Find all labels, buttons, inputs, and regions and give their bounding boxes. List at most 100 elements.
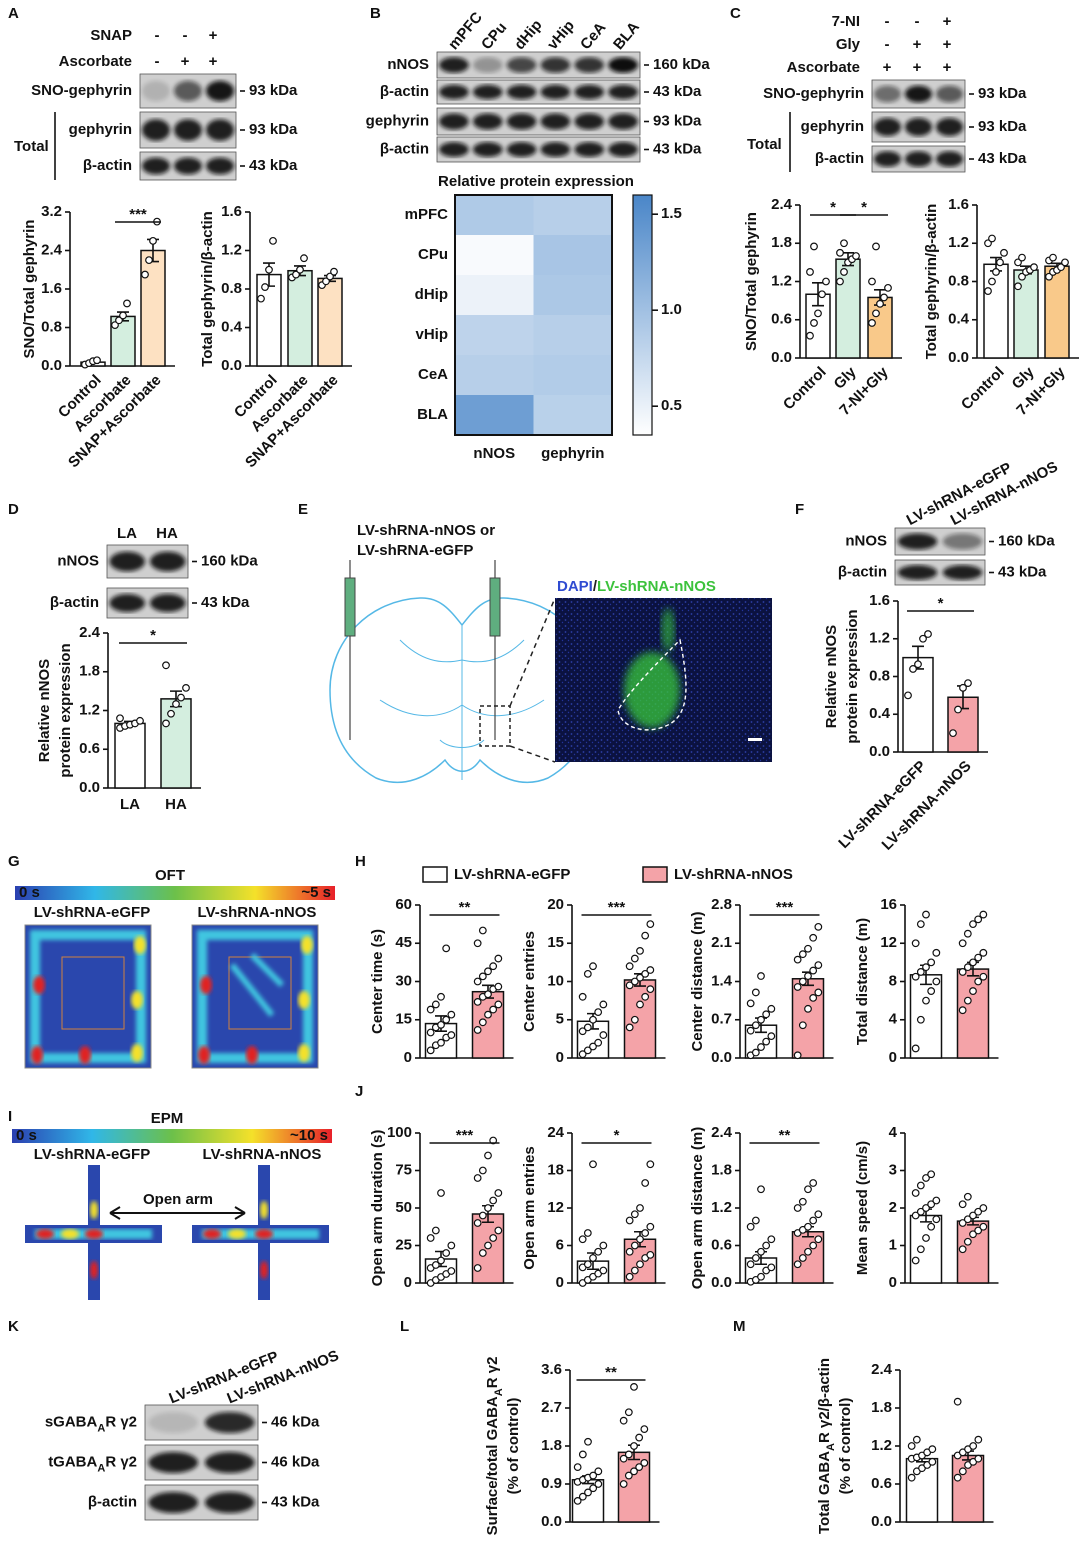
- blot-label-part: A: [97, 1422, 105, 1434]
- data-point: [630, 1241, 639, 1250]
- data-point: [911, 972, 920, 981]
- data-point: [963, 1237, 972, 1246]
- data-point: [478, 1166, 487, 1175]
- blot-label: nNOS: [845, 532, 887, 549]
- data-point: [1030, 263, 1038, 272]
- y-axis-label-part: Surface/total GABA: [484, 1396, 501, 1535]
- data-point: [619, 1480, 628, 1488]
- data-point: [804, 1247, 812, 1256]
- data-point: [818, 290, 826, 299]
- data-point: [162, 661, 170, 670]
- data-point: [1018, 253, 1026, 262]
- color-scale: [15, 886, 335, 900]
- group-label: LV-shRNA-nNOS: [198, 904, 317, 921]
- y-axis-label-part: Total GABA: [816, 1451, 833, 1534]
- hotspot: [301, 936, 313, 954]
- data-point: [136, 716, 144, 725]
- blot-band: [540, 84, 571, 100]
- data-point: [646, 1250, 655, 1259]
- heatmap-cell: [533, 395, 612, 435]
- data-point: [988, 277, 996, 286]
- region-outline: [617, 638, 687, 731]
- data-point: [959, 683, 967, 692]
- data-point: [630, 1467, 638, 1476]
- data-point: [751, 1254, 760, 1262]
- blot-label-part: R γ2: [105, 1413, 137, 1430]
- data-point: [641, 1229, 650, 1237]
- y-tick-label: 1.2: [869, 630, 890, 647]
- bar: [983, 263, 1009, 359]
- data-point: [437, 1038, 445, 1047]
- data-point: [599, 1031, 608, 1039]
- y-tick-label: 5: [556, 1011, 564, 1028]
- data-point: [93, 356, 101, 365]
- data-point: [916, 1181, 925, 1190]
- data-point: [958, 1200, 967, 1209]
- data-point: [969, 1230, 977, 1239]
- blot-label: gephyrin: [366, 112, 429, 129]
- data-point: [953, 1473, 962, 1482]
- significance-label: ***: [608, 899, 626, 916]
- hotspot: [79, 1046, 91, 1064]
- data-point: [927, 1222, 936, 1231]
- blot-band: [148, 1452, 199, 1473]
- bar: [317, 277, 343, 367]
- blot-band: [540, 142, 571, 157]
- data-point: [767, 1263, 776, 1272]
- kda-label: 43 kDa: [249, 157, 298, 174]
- y-tick-label: 0: [404, 1049, 412, 1066]
- data-point: [589, 1042, 597, 1051]
- y-tick-label: 2.8: [711, 896, 732, 913]
- data-point: [630, 1382, 638, 1391]
- blot-label: nNOS: [57, 552, 99, 569]
- data-point: [958, 1219, 967, 1227]
- y-tick-label: 15: [395, 1011, 412, 1028]
- data-point: [141, 270, 149, 279]
- hotspot: [198, 1046, 210, 1064]
- lane-label: LA: [117, 525, 137, 542]
- data-point: [149, 236, 157, 245]
- data-point: [916, 920, 925, 929]
- blot-band: [897, 533, 938, 550]
- condition-sign: -: [915, 13, 920, 30]
- blot-label: SNO-gephyrin: [31, 82, 132, 99]
- blot-band: [574, 84, 605, 100]
- data-point: [578, 992, 587, 1001]
- blot-band: [149, 551, 186, 572]
- data-point: [798, 1254, 807, 1262]
- data-point: [984, 287, 992, 295]
- y-tick-label: 0.7: [711, 1011, 732, 1028]
- data-point: [641, 992, 650, 1001]
- blot-band: [935, 151, 964, 167]
- blot-label: β-actin: [815, 150, 864, 167]
- blot-band: [608, 113, 638, 130]
- hotspot: [36, 1229, 54, 1239]
- data-point: [589, 962, 597, 971]
- data-point: [478, 926, 487, 935]
- y-axis-label: protein expression: [57, 643, 74, 777]
- group-label: Total: [747, 136, 782, 153]
- data-point: [979, 1222, 988, 1231]
- data-point: [927, 958, 936, 967]
- data-point: [630, 1266, 639, 1275]
- data-point: [1045, 272, 1053, 281]
- y-tick-label: 0: [889, 1274, 897, 1291]
- heatmap-cell: [533, 195, 612, 235]
- data-point: [584, 1437, 592, 1446]
- legend-swatch: [422, 866, 448, 883]
- heatmap-cell: [455, 275, 534, 315]
- blot-strip: [436, 51, 641, 79]
- hotspot: [90, 1261, 98, 1279]
- data-point: [162, 719, 170, 728]
- y-axis-label-part: R γ2/β-actin: [816, 1358, 833, 1443]
- kda-label: 160 kDa: [201, 552, 258, 569]
- data-point: [583, 1260, 592, 1269]
- y-tick-label: 1.2: [711, 1199, 732, 1216]
- data-point: [624, 1408, 633, 1417]
- data-point: [974, 953, 983, 962]
- data-point: [330, 267, 338, 276]
- y-tick-label: 4: [889, 1011, 898, 1028]
- data-point: [916, 968, 925, 976]
- data-point: [583, 1046, 592, 1055]
- data-point: [757, 972, 765, 980]
